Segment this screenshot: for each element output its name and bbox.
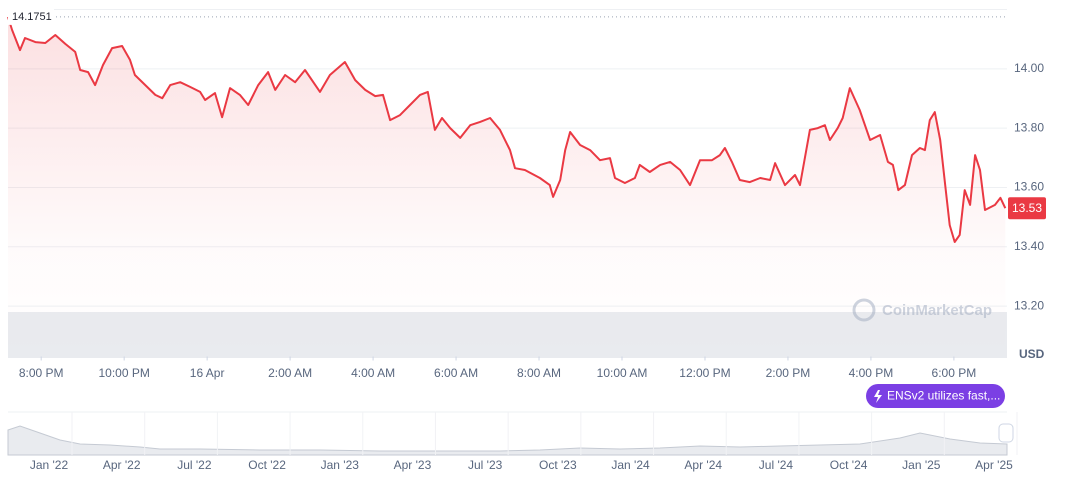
y-tick-label: 13.80 bbox=[1014, 120, 1044, 134]
navigator-label: Jan '25 bbox=[902, 458, 941, 472]
x-tick-label: 2:00 PM bbox=[766, 366, 811, 380]
x-tick-label: 4:00 PM bbox=[849, 366, 894, 380]
navigator-label: Jan '22 bbox=[30, 458, 69, 472]
navigator-label: Jan '24 bbox=[611, 458, 650, 472]
x-tick-label: 6:00 PM bbox=[932, 366, 977, 380]
last-price-label: 13.53 bbox=[1012, 201, 1042, 215]
x-tick-label: 4:00 AM bbox=[351, 366, 395, 380]
navigator-label: Apr '24 bbox=[684, 458, 722, 472]
navigator-area bbox=[7, 425, 1008, 456]
navigator-label: Apr '23 bbox=[394, 458, 432, 472]
badge-icon bbox=[874, 390, 882, 403]
y-tick-label: 13.60 bbox=[1014, 180, 1044, 194]
price-area bbox=[8, 16, 1006, 357]
navigator-label: Jan '23 bbox=[321, 458, 360, 472]
watermark-text: CoinMarketCap bbox=[882, 302, 992, 319]
badge-bg[interactable] bbox=[866, 384, 1005, 408]
y-tick-label: 14.00 bbox=[1014, 61, 1044, 75]
y-tick-label: 13.20 bbox=[1014, 298, 1044, 312]
x-tick-label: 6:00 AM bbox=[434, 366, 478, 380]
last-price-tag bbox=[1008, 197, 1046, 220]
navigator: Jan '22 Apr '22 Jul '22 Oct '22 Jan '23 Apr '… bbox=[7, 411, 1018, 472]
navigator-label: Jul '23 bbox=[468, 458, 503, 472]
price-line bbox=[7, 16, 1007, 243]
high-label-bg bbox=[8, 8, 54, 25]
x-tick-label: 12:00 PM bbox=[679, 366, 730, 380]
y-axis-unit: USD bbox=[1019, 347, 1045, 361]
navigator-label: Apr '22 bbox=[103, 458, 141, 472]
navigator-label: Oct '24 bbox=[830, 458, 868, 472]
x-tick-label: 10:00 AM bbox=[597, 366, 648, 380]
y-tick-label: 13.40 bbox=[1014, 239, 1044, 253]
navigator-label: Oct '23 bbox=[539, 458, 577, 472]
badge[interactable]: ENSv2 utilizes fast,... bbox=[866, 384, 1005, 408]
navigator-label: Apr '25 bbox=[975, 458, 1013, 472]
x-tick-label: 8:00 AM bbox=[517, 366, 561, 380]
watermark: CoinMarketCap bbox=[852, 298, 992, 322]
x-tick-label: 10:00 PM bbox=[98, 366, 149, 380]
plot bbox=[7, 16, 1007, 357]
badge-text[interactable]: ENSv2 utilizes fast,... bbox=[887, 389, 1000, 403]
navigator-label: Jul '22 bbox=[177, 458, 212, 472]
x-tick-label: 16 Apr bbox=[190, 366, 225, 380]
x-tick-label: 2:00 AM bbox=[268, 366, 312, 380]
high-label: 14.1751 bbox=[12, 11, 52, 23]
navigator-label: Oct '22 bbox=[248, 458, 286, 472]
navigator-handle[interactable] bbox=[998, 423, 1014, 443]
navigator-label: Jul '24 bbox=[759, 458, 794, 472]
x-tick-label: 8:00 PM bbox=[19, 366, 64, 380]
